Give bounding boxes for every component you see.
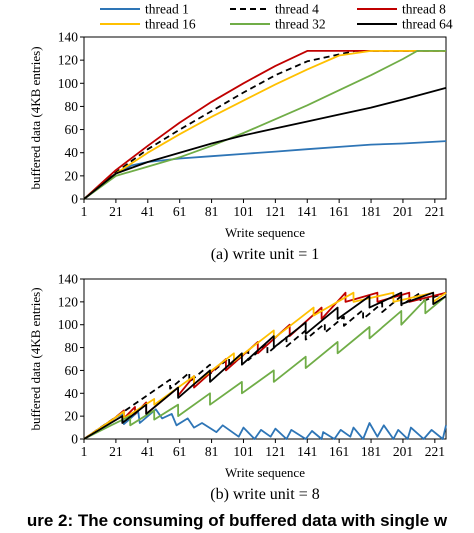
y-tick-label: 0: [71, 192, 78, 207]
y-tick-label: 20: [65, 168, 79, 183]
x-tick-label: 181: [361, 444, 381, 459]
x-tick-label: 1: [81, 444, 88, 459]
x-tick-label: 101: [233, 204, 253, 219]
x-tick-label: 61: [173, 204, 187, 219]
x-tick-label: 21: [109, 444, 123, 459]
x-tick-label: 181: [361, 204, 381, 219]
y-tick-label: 60: [65, 363, 79, 378]
legend-label: thread 64: [402, 17, 453, 32]
series-line-thread-32: [83, 50, 446, 200]
y-tick-label: 80: [65, 340, 79, 355]
legend-label: thread 1: [145, 2, 189, 17]
y-tick-label: 80: [65, 99, 79, 114]
x-tick-label: 1: [81, 204, 88, 219]
x-tick-label: 81: [205, 204, 219, 219]
series-line-thread-4: [83, 50, 446, 200]
y-tick-label: 40: [65, 145, 79, 160]
legend-label: thread 8: [402, 2, 446, 17]
chart-caption: (a) write unit = 1: [211, 246, 320, 263]
plot-frame: [83, 36, 447, 200]
x-tick-label: 161: [329, 444, 349, 459]
x-tick-label: 41: [141, 204, 155, 219]
legend-label: thread 16: [145, 17, 196, 32]
series-line-thread-32: [83, 295, 447, 440]
x-tick-label: 201: [393, 444, 413, 459]
x-tick-label: 121: [265, 204, 285, 219]
chart-caption: (b) write unit = 8: [210, 486, 319, 503]
figure-caption: ure 2: The consuming of buffered data wi…: [27, 511, 448, 530]
series-line-thread-64: [83, 87, 447, 200]
y-tick-label: 20: [65, 409, 79, 424]
y-axis-label: buffered data (4KB entries): [28, 287, 43, 430]
y-axis-label: buffered data (4KB entries): [28, 46, 43, 189]
x-axis-label: Write sequence: [225, 465, 305, 480]
legend-item: thread 32: [230, 17, 326, 32]
x-tick-label: 121: [265, 444, 285, 459]
series-line-thread-4: [83, 291, 447, 440]
series-line-thread-64: [83, 291, 447, 440]
y-tick-label: 120: [58, 53, 79, 68]
legend-item: thread 8: [357, 2, 446, 17]
plot-frame: [83, 278, 447, 440]
x-axis-label: Write sequence: [225, 225, 305, 240]
x-tick-label: 41: [141, 444, 155, 459]
legend: thread 1 thread 4 thread 8 thread 16 thread …: [100, 2, 453, 32]
x-tick-label: 221: [425, 204, 445, 219]
series-line-thread-16: [83, 50, 446, 200]
x-tick-label: 141: [297, 444, 317, 459]
x-tick-label: 141: [297, 204, 317, 219]
legend-label: thread 32: [275, 17, 326, 32]
x-tick-label: 101: [233, 444, 253, 459]
legend-item: thread 64: [357, 17, 453, 32]
series-line-thread-8: [83, 50, 446, 200]
legend-item: thread 16: [100, 17, 196, 32]
series-line-thread-16: [83, 291, 447, 440]
y-tick-label: 60: [65, 122, 79, 137]
x-tick-label: 21: [109, 204, 123, 219]
y-tick-label: 140: [58, 30, 79, 45]
x-tick-label: 221: [425, 444, 445, 459]
y-tick-label: 140: [58, 272, 79, 287]
y-tick-label: 120: [58, 294, 79, 309]
y-tick-label: 100: [58, 76, 79, 91]
x-tick-label: 161: [329, 204, 349, 219]
x-tick-label: 201: [393, 204, 413, 219]
legend-label: thread 4: [275, 2, 319, 17]
y-tick-label: 40: [65, 386, 79, 401]
x-tick-label: 81: [205, 444, 219, 459]
legend-item: thread 1: [100, 2, 189, 17]
y-tick-label: 100: [58, 317, 79, 332]
y-tick-label: 0: [71, 432, 78, 447]
legend-item: thread 4: [230, 2, 319, 17]
x-tick-label: 61: [173, 444, 187, 459]
series-line-thread-8: [83, 291, 447, 440]
series-line-thread-1: [83, 408, 447, 440]
